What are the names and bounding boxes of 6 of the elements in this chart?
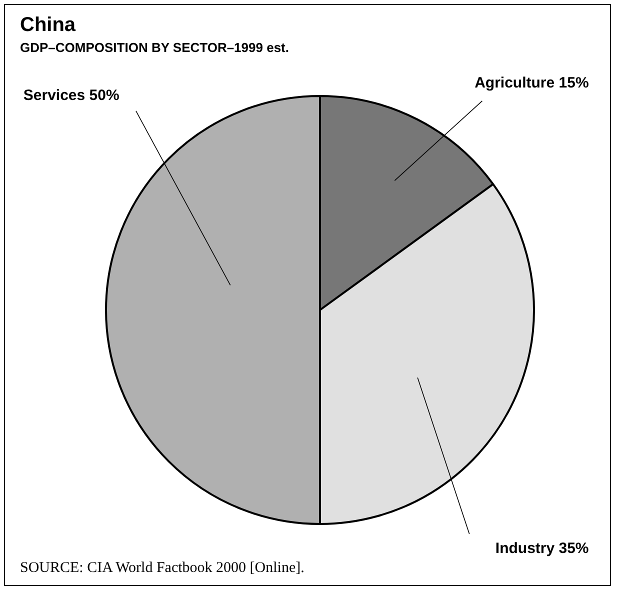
slice-label: Services 50% xyxy=(23,87,120,104)
source-note: SOURCE: CIA World Factbook 2000 [Online]. xyxy=(20,560,304,577)
slice-label: Industry 35% xyxy=(495,540,589,557)
chart-title: China xyxy=(20,14,76,37)
slice-label: Agriculture 15% xyxy=(474,74,589,92)
chart-subtitle: GDP–COMPOSITION BY SECTOR–1999 est. xyxy=(20,40,289,55)
